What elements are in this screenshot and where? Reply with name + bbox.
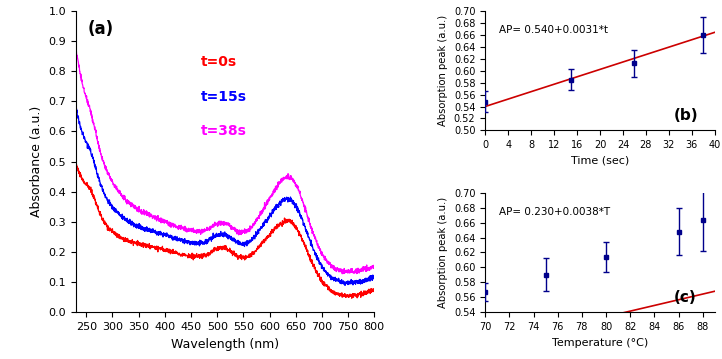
Text: AP= 0.230+0.0038*T: AP= 0.230+0.0038*T (499, 207, 610, 217)
Text: t=0s: t=0s (201, 55, 238, 69)
X-axis label: Temperature (°C): Temperature (°C) (552, 337, 648, 348)
Text: t=15s: t=15s (201, 90, 247, 104)
Y-axis label: Absorption peak (a.u.): Absorption peak (a.u.) (438, 197, 448, 308)
X-axis label: Time (sec): Time (sec) (571, 156, 629, 166)
Text: AP= 0.540+0.0031*t: AP= 0.540+0.0031*t (499, 25, 608, 35)
Text: (c): (c) (674, 290, 696, 305)
Text: (b): (b) (674, 108, 698, 123)
Text: t=38s: t=38s (201, 125, 247, 138)
Text: (a): (a) (88, 20, 114, 38)
Y-axis label: Absorbance (a.u.): Absorbance (a.u.) (30, 106, 43, 217)
Y-axis label: Absorption peak (a.u.): Absorption peak (a.u.) (438, 15, 448, 126)
X-axis label: Wavelength (nm): Wavelength (nm) (171, 337, 279, 351)
